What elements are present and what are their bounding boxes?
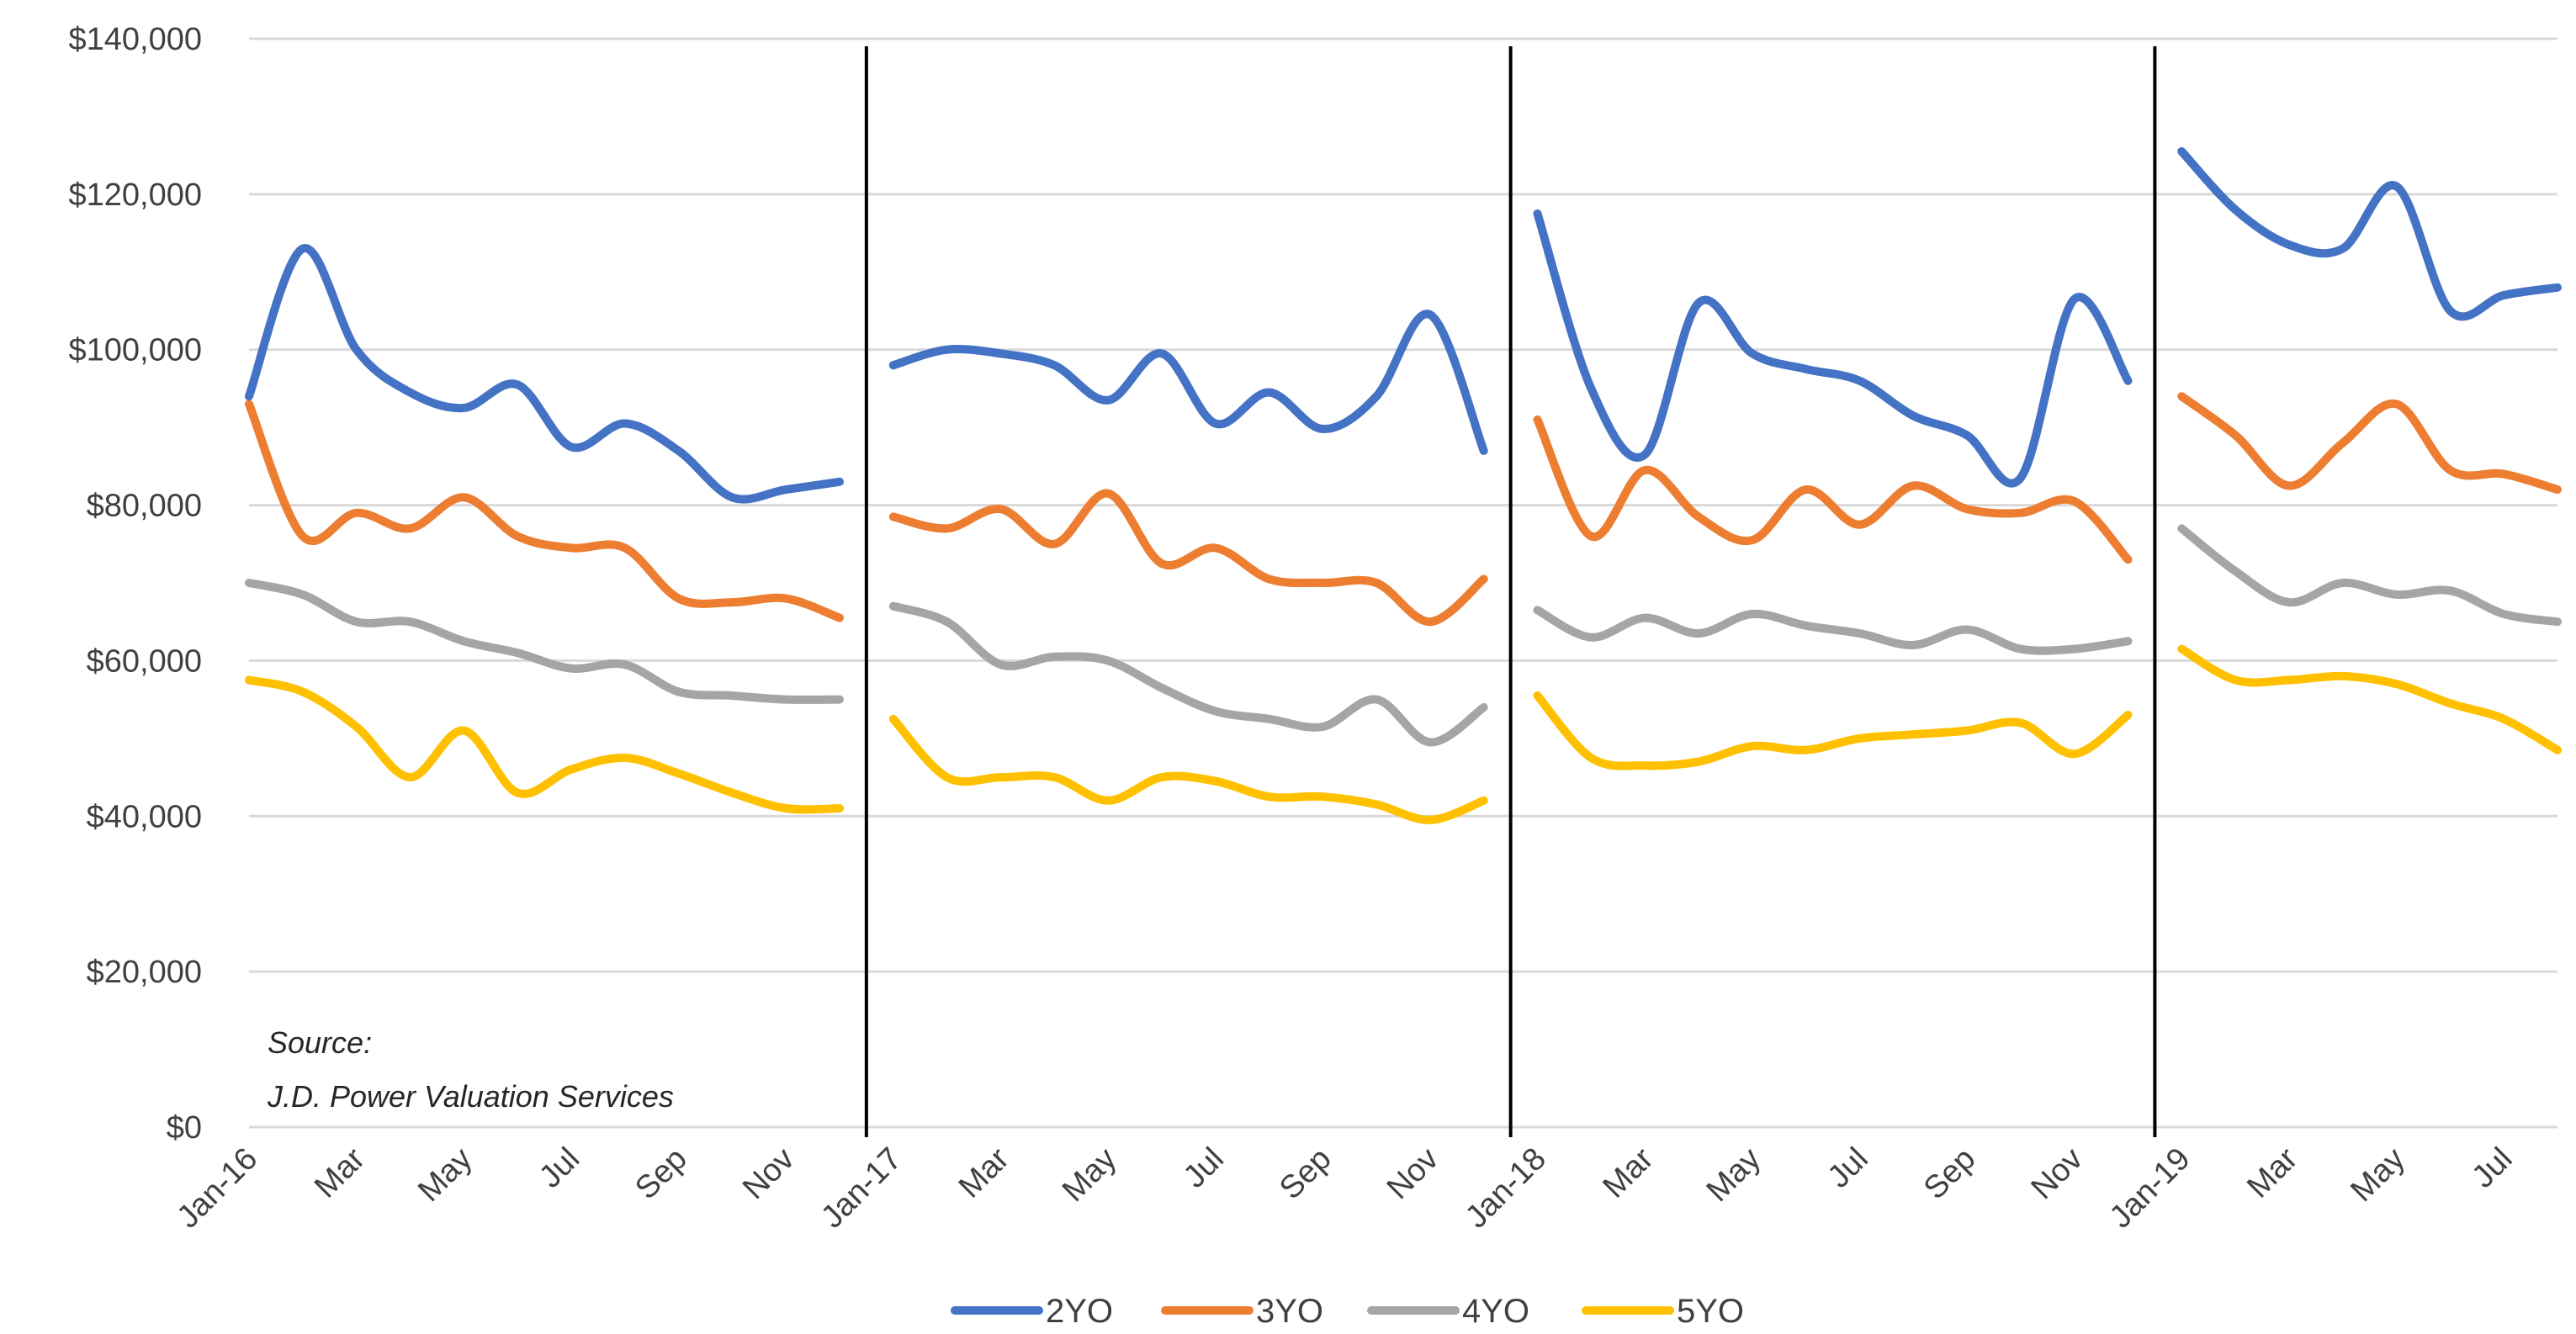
x-tick-label: Mar (308, 1141, 372, 1204)
x-axis-tick-labels: Jan-16 Mar May Jul Sep Nov Jan-17 Mar May Jul Sep N… (170, 1141, 2519, 1235)
legend-item-3yo: 3YO (1165, 1293, 1323, 1330)
y-axis-tick-labels: $0 $20,000 $40,000 $60,000 $80,000 $100,000 $1… (69, 22, 203, 1146)
x-tick-label: Nov (1381, 1141, 1445, 1206)
year-dividers (867, 46, 2155, 1137)
series-2yo (249, 151, 2557, 500)
x-tick-label: Jul (2466, 1141, 2520, 1195)
source-name: J.D. Power Valuation Services (267, 1079, 674, 1114)
grid-lines (249, 39, 2557, 1127)
series-4yo (249, 528, 2557, 742)
legend-label: 3YO (1256, 1293, 1323, 1330)
x-tick-label: Sep (1273, 1141, 1338, 1207)
y-tick-label: $60,000 (87, 643, 202, 679)
series-line-5yo (1538, 696, 2128, 766)
series-lines (249, 151, 2557, 820)
x-tick-label: Mar (2240, 1141, 2304, 1204)
y-tick-label: $100,000 (69, 333, 203, 368)
y-tick-label: $120,000 (69, 177, 203, 213)
series-line-4yo (1538, 610, 2128, 650)
x-tick-label: Jan-18 (1459, 1141, 1553, 1236)
legend-label: 5YO (1677, 1293, 1744, 1330)
x-tick-label: May (1056, 1141, 1123, 1209)
y-tick-label: $0 (167, 1110, 202, 1146)
series-line-3yo (893, 494, 1484, 622)
x-tick-label: Sep (1917, 1141, 1983, 1207)
series-line-4yo (2181, 528, 2557, 622)
series-line-3yo (2181, 396, 2557, 490)
series-line-4yo (893, 606, 1484, 743)
x-tick-label: May (1700, 1141, 1768, 1209)
x-tick-label: Jul (1177, 1141, 1231, 1195)
x-tick-label: Sep (628, 1141, 694, 1207)
series-line-2yo (2181, 151, 2557, 316)
series-line-2yo (893, 314, 1484, 451)
legend: 2YO 3YO 4YO 5YO (955, 1293, 1744, 1330)
x-tick-label: Jul (533, 1141, 586, 1195)
series-line-3yo (1538, 420, 2128, 559)
x-tick-label: Mar (1597, 1141, 1661, 1204)
y-tick-label: $40,000 (87, 799, 202, 834)
y-tick-label: $20,000 (87, 955, 202, 990)
x-tick-label: May (411, 1141, 479, 1209)
series-3yo (249, 396, 2557, 622)
legend-item-5yo: 5YO (1586, 1293, 1744, 1330)
x-tick-label: Jan-17 (814, 1141, 909, 1236)
legend-item-4yo: 4YO (1371, 1293, 1529, 1330)
source-label: Source: (268, 1025, 372, 1060)
x-tick-label: Nov (736, 1141, 801, 1206)
y-tick-label: $140,000 (69, 22, 203, 57)
x-tick-label: Nov (2025, 1141, 2090, 1206)
x-tick-label: Mar (952, 1141, 1016, 1204)
legend-label: 4YO (1462, 1293, 1529, 1330)
x-tick-label: Jul (1821, 1141, 1875, 1195)
series-line-3yo (249, 404, 840, 617)
source-annotation: Source: J.D. Power Valuation Services (267, 1025, 674, 1114)
x-tick-label: May (2344, 1141, 2411, 1209)
x-tick-label: Jan-16 (170, 1141, 264, 1236)
y-tick-label: $80,000 (87, 489, 202, 524)
legend-label: 2YO (1046, 1293, 1113, 1330)
series-5yo (249, 649, 2557, 820)
series-line-5yo (2181, 649, 2557, 750)
series-line-5yo (893, 719, 1484, 820)
x-tick-label: Jan-19 (2103, 1141, 2197, 1236)
series-line-2yo (249, 248, 840, 500)
legend-item-2yo: 2YO (955, 1293, 1113, 1330)
